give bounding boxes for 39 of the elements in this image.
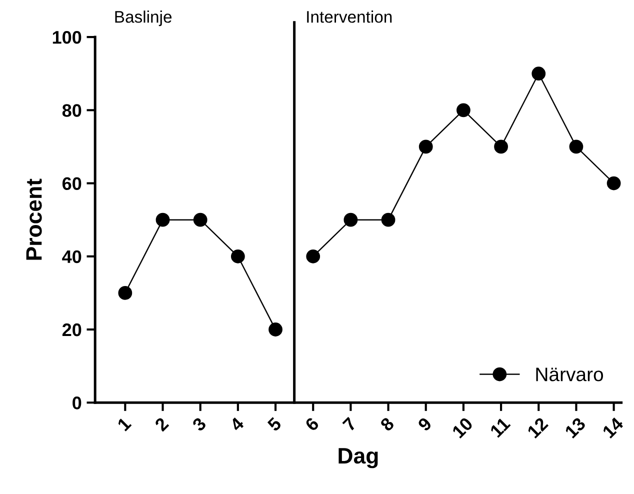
x-tick-label: 7 xyxy=(342,416,357,432)
y-tick-label: 80 xyxy=(62,104,82,117)
y-tick-label: 40 xyxy=(62,250,82,264)
legend-label: Närvaro xyxy=(536,368,604,382)
point xyxy=(456,103,470,118)
x-tick-label: 12 xyxy=(526,416,549,438)
x-tick-label: 6 xyxy=(304,416,320,432)
y-tick-label: 60 xyxy=(62,177,82,190)
x-tick-label: 10 xyxy=(452,416,474,439)
x-tick-label: 5 xyxy=(266,416,282,432)
point xyxy=(418,140,433,154)
point xyxy=(230,249,245,264)
y-axis-title: Procent xyxy=(26,178,42,260)
y-tick-label: 100 xyxy=(52,30,82,44)
x-tick-label: 4 xyxy=(229,416,245,432)
point xyxy=(532,66,546,81)
x-tick-label: 3 xyxy=(191,416,207,432)
text: Baslinje xyxy=(115,10,172,26)
x-tick-label: 13 xyxy=(564,416,586,439)
x-tick-label: 8 xyxy=(380,416,395,432)
y-tick-label: 20 xyxy=(62,323,82,336)
point xyxy=(118,286,132,300)
point xyxy=(344,212,358,227)
point xyxy=(306,249,320,264)
point xyxy=(381,212,396,227)
x-tick-label: 11 xyxy=(490,416,511,438)
x-tick-label: 14 xyxy=(602,416,624,438)
point xyxy=(606,176,621,190)
y-tick-label: 0 xyxy=(72,396,82,410)
point xyxy=(268,322,282,336)
x-tick-label: 9 xyxy=(417,416,432,432)
text: Intervention xyxy=(307,10,392,23)
point xyxy=(569,140,584,154)
x-tick-label: 2 xyxy=(154,416,170,432)
point xyxy=(494,140,508,154)
x-axis-title: Dag xyxy=(338,448,378,468)
point xyxy=(156,212,170,227)
point xyxy=(193,212,208,227)
x-tick-label: 1 xyxy=(116,416,132,432)
